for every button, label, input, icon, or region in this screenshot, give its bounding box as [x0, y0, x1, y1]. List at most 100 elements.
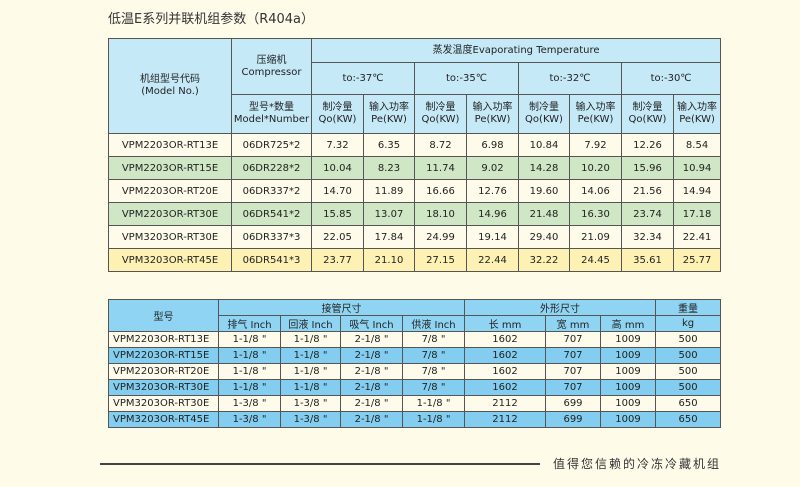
footer-divider: [100, 463, 540, 465]
table-cell: 2112: [464, 411, 546, 428]
table-cell: 15.96: [621, 156, 674, 180]
table-cell: VPM2203OR-RT20E: [108, 363, 219, 380]
table-cell: VPM2203OR-RT30E: [108, 202, 232, 226]
pipe-size-header: 接管尺寸: [218, 299, 465, 316]
qo-header: 制冷量 Qo(KW): [518, 94, 570, 134]
table-cell: 32.34: [621, 225, 674, 249]
table-cell: VPM2203OR-RT15E: [108, 347, 219, 364]
table-row: VPM2203OR-RT20E 06DR337*2 14.70 11.89 16.66 1…: [108, 179, 722, 203]
table-cell: 707: [545, 331, 601, 348]
table-cell: 1-1/8 ": [280, 347, 341, 364]
table-cell: 13.07: [363, 202, 415, 226]
table-cell: 16.66: [414, 179, 467, 203]
table-cell: 1009: [599, 411, 657, 428]
pe-header-cn: 输入功率: [677, 102, 718, 113]
dimensions-header: 外形尺寸: [463, 299, 657, 316]
temp-header: to:-30℃: [620, 62, 722, 95]
table-cell: 22.44: [466, 248, 519, 272]
table-cell: 500: [655, 347, 722, 364]
table-cell: 06DR541*3: [231, 248, 312, 272]
table-cell: 1-1/8 ": [280, 363, 341, 380]
table-cell: 21.48: [518, 202, 570, 226]
model-no-header-en: (Model No.): [141, 86, 199, 97]
pe-header-cn: 输入功率: [575, 102, 616, 113]
table-cell: 21.09: [569, 225, 622, 249]
page-title: 低温E系列并联机组参数（R404a）: [108, 12, 315, 27]
table-cell: 6.98: [466, 133, 519, 157]
qo-header: 制冷量 Qo(KW): [311, 94, 364, 134]
table-cell: 14.70: [311, 179, 364, 203]
compressor-header-en: Compressor: [241, 66, 302, 78]
pe-header-cn: 输入功率: [369, 102, 409, 113]
pe-header-en: Pe(KW): [474, 114, 511, 125]
table-cell: 1-1/8 ": [280, 331, 341, 348]
table-cell: 1-1/8 ": [402, 395, 465, 412]
table-cell: VPM3203OR-RT45E: [108, 248, 232, 272]
table-cell: 9.02: [466, 156, 519, 180]
sub-header: 回液 Inch: [280, 315, 341, 332]
table-cell: 23.74: [621, 202, 674, 226]
table-cell: 500: [655, 363, 722, 380]
sub-header: 排气 Inch: [218, 315, 281, 332]
table-cell: 1-3/8 ": [280, 395, 341, 412]
table-cell: 10.04: [311, 156, 364, 180]
sub-header: 长 mm: [464, 315, 546, 332]
table-row: VPM2203OR-RT30E 06DR541*2 15.85 13.07 18.10 1…: [108, 202, 722, 226]
table-cell: 06DR337*3: [231, 225, 312, 249]
compressor-header: 压缩机 Compressor: [231, 38, 312, 95]
table-cell: 2112: [464, 395, 546, 412]
temp-header: to:-37℃: [311, 62, 415, 95]
table-cell: 7.32: [311, 133, 364, 157]
model-number-header-en: Model*Number: [233, 114, 310, 125]
dimensions-table: 型号 接管尺寸 外形尺寸 重量 排气 Inch 回液 Inch 吸气 Inch 供液 …: [108, 299, 722, 428]
table-cell: 1009: [599, 347, 657, 364]
table-cell: 06DR541*2: [231, 202, 312, 226]
table-cell: 1-3/8 ": [280, 411, 341, 428]
table-cell: 27.15: [414, 248, 467, 272]
table-cell: 2-1/8 ": [340, 379, 403, 396]
table-cell: 1009: [599, 331, 657, 348]
sub-header: 供液 Inch: [402, 315, 465, 332]
pe-header-en: Pe(KW): [679, 114, 715, 125]
table-cell: 10.84: [518, 133, 570, 157]
qo-header-en: Qo(KW): [628, 114, 667, 125]
table-cell: VPM2203OR-RT15E: [108, 156, 232, 180]
table-cell: 699: [545, 411, 601, 428]
qo-header-en: Qo(KW): [525, 114, 563, 125]
table-cell: 1-3/8 ": [218, 395, 281, 412]
table-cell: 699: [545, 395, 601, 412]
table-cell: 2-1/8 ": [340, 347, 403, 364]
table-cell: 1602: [464, 347, 546, 364]
table-cell: 11.89: [363, 179, 415, 203]
model-header: 型号: [108, 299, 219, 332]
table-cell: VPM3203OR-RT30E: [108, 379, 219, 396]
table-row: VPM2203OR-RT15E 06DR228*2 10.04 8.23 11.74 9.…: [108, 156, 722, 180]
table-cell: 1602: [464, 363, 546, 380]
table-cell: 7.92: [569, 133, 622, 157]
table-cell: 500: [655, 331, 722, 348]
evaporating-temperature-header: 蒸发温度Evaporating Temperature: [310, 38, 722, 63]
table-cell: 22.05: [311, 225, 364, 249]
table-cell: 1-1/8 ": [218, 331, 281, 348]
table-cell: VPM2203OR-RT20E: [108, 179, 232, 203]
table-cell: 17.84: [363, 225, 415, 249]
compressor-header-cn: 压缩机: [256, 54, 287, 66]
table-cell: 12.76: [466, 179, 519, 203]
table-cell: 1009: [599, 395, 657, 412]
table-cell: 2-1/8 ": [340, 363, 403, 380]
table-cell: VPM3203OR-RT30E: [108, 395, 219, 412]
sub-header: 宽 mm: [545, 315, 601, 332]
table-cell: 06DR228*2: [231, 156, 312, 180]
table-cell: 12.26: [621, 133, 674, 157]
sub-header: 高 mm: [599, 315, 657, 332]
table-cell: 24.99: [414, 225, 467, 249]
table-row: VPM2203OR-RT13E 06DR725*2 7.32 6.35 8.72 6.98…: [108, 133, 722, 157]
table-cell: VPM2203OR-RT13E: [108, 133, 232, 157]
table-row: VPM2203OR-RT20E 1-1/8 " 1-1/8 " 2-1/8 " 7/8 …: [108, 363, 722, 380]
table-cell: 7/8 ": [402, 379, 465, 396]
table-cell: 23.77: [311, 248, 364, 272]
table-cell: 1-1/8 ": [280, 379, 341, 396]
table-cell: 21.56: [621, 179, 674, 203]
table-cell: 8.23: [363, 156, 415, 180]
table-cell: 24.45: [569, 248, 622, 272]
